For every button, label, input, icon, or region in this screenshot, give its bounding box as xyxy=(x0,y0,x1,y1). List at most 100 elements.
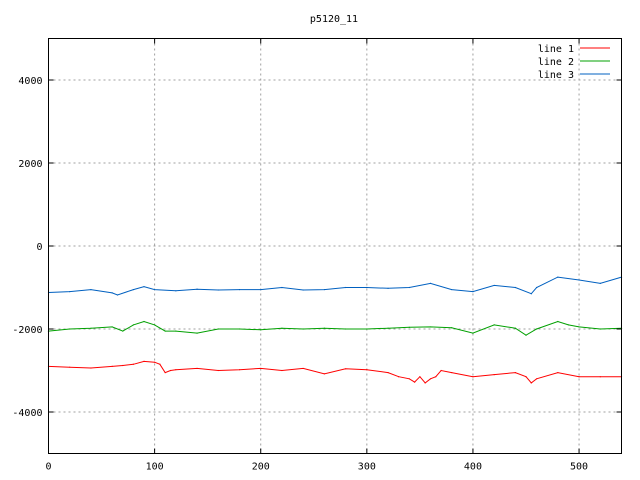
data-point xyxy=(530,293,532,295)
data-point xyxy=(196,332,198,334)
data-point xyxy=(143,360,145,362)
data-point xyxy=(175,330,177,332)
data-point xyxy=(413,381,416,383)
series-group xyxy=(47,276,623,384)
y-tick-label: 2000 xyxy=(18,159,42,170)
axis-ticks: 0 100 200 300 400 500 -4000 -2000 0 2000 4000 xyxy=(12,38,622,473)
data-point xyxy=(578,376,580,378)
data-point xyxy=(424,382,426,384)
data-point xyxy=(557,371,559,374)
data-point xyxy=(536,328,538,330)
data-point xyxy=(599,328,601,330)
data-point xyxy=(69,328,71,330)
x-tick-label: 400 xyxy=(464,462,482,473)
legend: line 1 line 2 line 3 xyxy=(538,44,610,81)
x-tick-label: 100 xyxy=(146,462,164,473)
chart-title: p5120_11 xyxy=(310,14,358,25)
data-point xyxy=(164,330,166,332)
data-point xyxy=(69,291,71,293)
data-point xyxy=(440,369,442,372)
data-point xyxy=(323,327,325,329)
data-point xyxy=(578,326,580,328)
data-point xyxy=(175,369,177,371)
x-tick-label: 300 xyxy=(358,462,376,473)
data-point xyxy=(217,369,219,372)
data-point xyxy=(196,367,198,370)
data-point xyxy=(408,326,410,328)
data-point xyxy=(451,327,453,329)
y-tick-label: -4000 xyxy=(12,408,42,419)
data-point xyxy=(557,320,559,323)
y-tick-label: 4000 xyxy=(18,76,42,87)
data-point xyxy=(116,294,119,296)
data-point xyxy=(217,328,219,330)
data-point xyxy=(557,276,559,278)
series-2 xyxy=(47,320,623,336)
data-point xyxy=(122,364,124,367)
data-point xyxy=(514,286,516,289)
data-point xyxy=(238,328,241,330)
data-point xyxy=(567,324,570,326)
data-point xyxy=(132,324,134,326)
data-point xyxy=(472,332,474,334)
series-line-3 xyxy=(48,276,622,296)
grid xyxy=(48,38,622,454)
data-point xyxy=(175,290,177,292)
data-point xyxy=(169,369,172,372)
x-tick-label: 500 xyxy=(570,462,588,473)
data-point xyxy=(429,378,432,380)
data-point xyxy=(111,365,113,367)
data-point xyxy=(196,288,198,290)
x-tick-label: 200 xyxy=(252,462,270,473)
data-point xyxy=(323,373,325,375)
data-point xyxy=(366,328,368,330)
data-point xyxy=(69,366,71,368)
data-point xyxy=(536,286,538,289)
data-point xyxy=(260,367,262,370)
data-point xyxy=(122,330,124,332)
series-line-2 xyxy=(48,320,622,336)
data-point xyxy=(530,382,532,384)
data-point xyxy=(536,378,538,380)
data-point xyxy=(281,327,283,329)
data-point xyxy=(525,334,527,336)
data-point xyxy=(398,376,400,378)
y-tick-label: -2000 xyxy=(12,325,42,336)
data-point xyxy=(408,286,410,289)
data-point xyxy=(345,368,347,370)
data-point xyxy=(302,289,304,291)
data-point xyxy=(238,288,241,291)
data-point xyxy=(111,326,113,328)
data-point xyxy=(408,378,410,380)
data-point xyxy=(143,320,145,323)
data-point xyxy=(90,288,92,291)
data-point xyxy=(435,376,437,378)
data-point xyxy=(387,327,389,329)
data-point xyxy=(451,288,453,291)
x-tick-label: 0 xyxy=(45,462,51,473)
data-point xyxy=(514,371,516,374)
data-point xyxy=(111,292,113,294)
data-point xyxy=(599,282,601,284)
data-point xyxy=(429,326,432,328)
data-point xyxy=(345,286,347,289)
data-point xyxy=(366,369,368,371)
data-point xyxy=(599,376,601,378)
data-point xyxy=(159,363,161,365)
legend-label: line 1 xyxy=(538,44,574,55)
y-tick-label: 0 xyxy=(36,242,42,253)
data-point xyxy=(281,369,283,372)
data-point xyxy=(143,286,145,288)
data-point xyxy=(387,287,389,289)
data-point xyxy=(419,376,421,378)
data-point xyxy=(90,367,92,369)
data-point xyxy=(281,286,283,289)
data-point xyxy=(302,367,304,370)
data-point xyxy=(217,289,219,291)
series-line-1 xyxy=(48,360,622,384)
data-point xyxy=(514,327,516,329)
data-point xyxy=(90,327,92,329)
data-point xyxy=(260,288,262,291)
data-point xyxy=(323,288,325,291)
